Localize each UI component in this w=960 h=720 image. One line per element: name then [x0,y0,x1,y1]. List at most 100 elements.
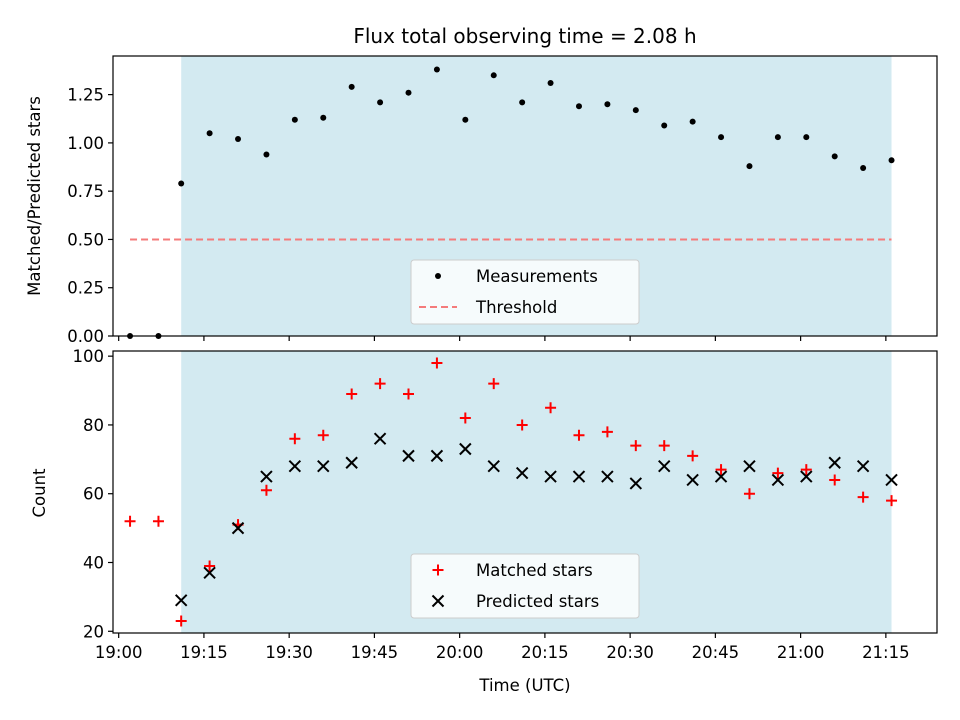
data-point [345,456,358,469]
data-point [175,615,187,627]
bottom-y-tick-label: 100 [73,347,105,366]
legend-key-dot [435,273,441,279]
data-point [828,456,841,469]
x-tick-label: 20:30 [606,643,654,662]
data-point [516,419,528,431]
data-point [459,412,471,424]
data-point [604,101,611,108]
data-point [433,66,440,73]
top-y-tick-label: 1.00 [67,134,104,153]
data-point [488,378,500,390]
data-point [774,134,781,141]
data-point [575,103,582,110]
data-point [462,116,469,123]
data-point [263,151,270,158]
bottom-legend: Matched stars Predicted stars [410,553,640,619]
data-point [743,488,755,500]
bottom-y-tick-label: 60 [83,485,104,504]
legend-key-x [431,594,445,608]
data-point [374,378,386,390]
data-point [885,473,898,487]
data-point [772,467,784,479]
x-tick-label: 20:45 [692,643,740,662]
data-point [431,357,443,369]
bottom-y-axis-label: Count [30,468,49,518]
data-point [203,566,216,580]
data-point [430,449,444,463]
data-point [686,473,699,487]
data-point [459,442,472,456]
data-point [658,459,671,473]
bottom-series-predicted-stars [174,432,898,607]
data-point [288,459,302,473]
data-point [572,470,586,483]
data-point [174,594,188,607]
top-y-tick-label: 0.25 [67,279,104,298]
data-point [487,459,500,473]
top-y-tick-label: 0.50 [67,230,104,249]
data-point [405,89,412,96]
data-point [856,459,870,473]
data-point [803,134,810,141]
legend-box [410,553,640,619]
data-point [718,134,725,141]
data-point [260,484,272,496]
data-point [152,515,164,527]
data-point [629,477,643,490]
data-point [857,491,869,503]
data-point [658,440,670,452]
bottom-panel: Count Time (UTC) 20 40 60 80 100 19:00 19:15 19… [30,347,938,695]
x-tick-label: 20:15 [521,643,569,662]
data-point [860,165,867,171]
data-point [661,122,668,129]
data-point [260,470,273,483]
data-point [886,495,898,507]
x-axis-label: Time (UTC) [478,676,570,695]
data-point [715,464,727,476]
data-point [317,429,329,441]
data-point [235,136,242,143]
data-point [377,99,384,106]
bottom-y-tick-label: 20 [83,622,104,641]
data-point [630,440,642,452]
data-point [204,560,216,572]
bottom-y-tick-label: 80 [83,416,104,435]
data-point [403,388,415,400]
data-point [746,163,753,170]
x-tick-label: 19:45 [351,643,399,662]
data-point [124,515,136,527]
bottom-axes-frame [112,350,938,634]
data-point [831,153,838,160]
data-point [601,470,614,483]
data-point [515,466,529,480]
data-point [206,130,213,137]
data-point [291,116,298,123]
data-point [231,521,245,535]
data-point [800,470,813,483]
data-point [573,429,585,441]
legend-label: Predicted stars [476,592,599,611]
data-point [348,83,355,90]
legend-label: Threshold [475,298,557,317]
data-point [687,450,699,462]
top-panel: Flux total observing time = 2.08 h Match… [25,24,938,346]
data-point [771,473,785,487]
top-y-tick-label: 0.75 [67,182,104,201]
top-y-axis-label: Matched/Predicted stars [25,96,44,296]
bottom-series-matched-stars [124,357,898,627]
legend-label: Matched stars [476,561,593,580]
data-point [689,118,696,125]
data-point [800,464,812,476]
data-point [178,180,185,187]
data-point [373,432,387,445]
data-point [714,470,728,483]
top-legend: Measurements Threshold [410,259,640,325]
data-point [547,80,554,87]
data-point [743,459,756,473]
x-tick-label: 21:00 [777,643,825,662]
data-point [320,114,327,121]
data-point [544,470,557,483]
top-y-tick-label: 0.00 [67,327,104,346]
data-point [601,426,613,438]
